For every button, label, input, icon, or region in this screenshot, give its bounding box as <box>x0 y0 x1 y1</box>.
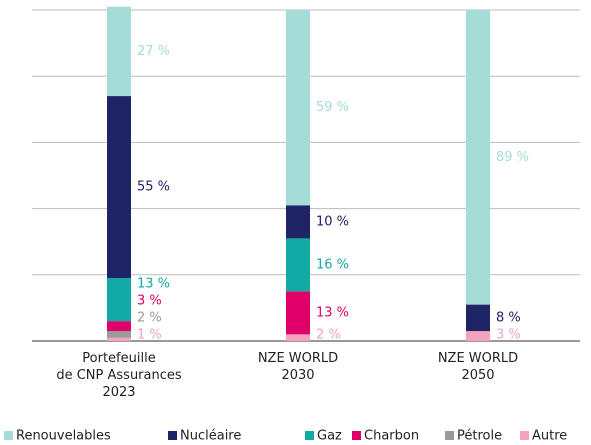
value-label: 16 % <box>316 257 349 272</box>
x-tick-label: Portefeuille de CNP Assurances 2023 <box>56 351 182 400</box>
bar-segment <box>107 331 131 338</box>
legend-label: Charbon <box>364 429 419 444</box>
legend-label: Gaz <box>317 429 342 444</box>
bar-segment <box>286 238 310 292</box>
bar-segment <box>107 96 131 279</box>
bar-segment <box>107 278 131 322</box>
x-tick-label: NZE WORLD 2050 <box>437 351 519 383</box>
legend-swatch <box>520 431 529 440</box>
bar-segment <box>107 6 131 97</box>
value-label: 3 % <box>137 294 162 309</box>
x-tick-label: NZE WORLD 2030 <box>257 351 339 383</box>
value-label: 55 % <box>137 180 170 195</box>
value-label: 3 % <box>496 328 521 343</box>
value-label: 2 % <box>316 328 341 343</box>
value-label: 10 % <box>316 214 349 229</box>
value-label: 1 % <box>137 328 162 343</box>
legend-label: Renouvelables <box>16 429 111 444</box>
legend-label: Pétrole <box>457 429 502 444</box>
legend-swatch <box>445 431 454 440</box>
value-label: 8 % <box>496 310 521 325</box>
bar-segment <box>466 10 490 305</box>
bar-segment <box>286 291 310 335</box>
legend-swatch <box>4 431 13 440</box>
value-label: 13 % <box>316 305 349 320</box>
value-label: 13 % <box>137 277 170 292</box>
bar-segment <box>466 331 490 341</box>
legend-label: Nucléaire <box>180 429 241 444</box>
bar-segment <box>286 334 310 341</box>
legend-label: Autre <box>532 429 567 444</box>
bar-segment <box>286 205 310 239</box>
bar-segment <box>107 337 131 341</box>
legend-swatch <box>352 431 361 440</box>
value-label: 27 % <box>137 44 170 59</box>
bar-segment <box>466 304 490 332</box>
bar-segment <box>107 321 131 332</box>
legend-swatch <box>305 431 314 440</box>
value-label: 59 % <box>316 100 349 115</box>
value-label: 2 % <box>137 311 162 326</box>
legend-swatch <box>168 431 177 440</box>
value-label: 89 % <box>496 150 529 165</box>
bar-segment <box>286 10 310 206</box>
